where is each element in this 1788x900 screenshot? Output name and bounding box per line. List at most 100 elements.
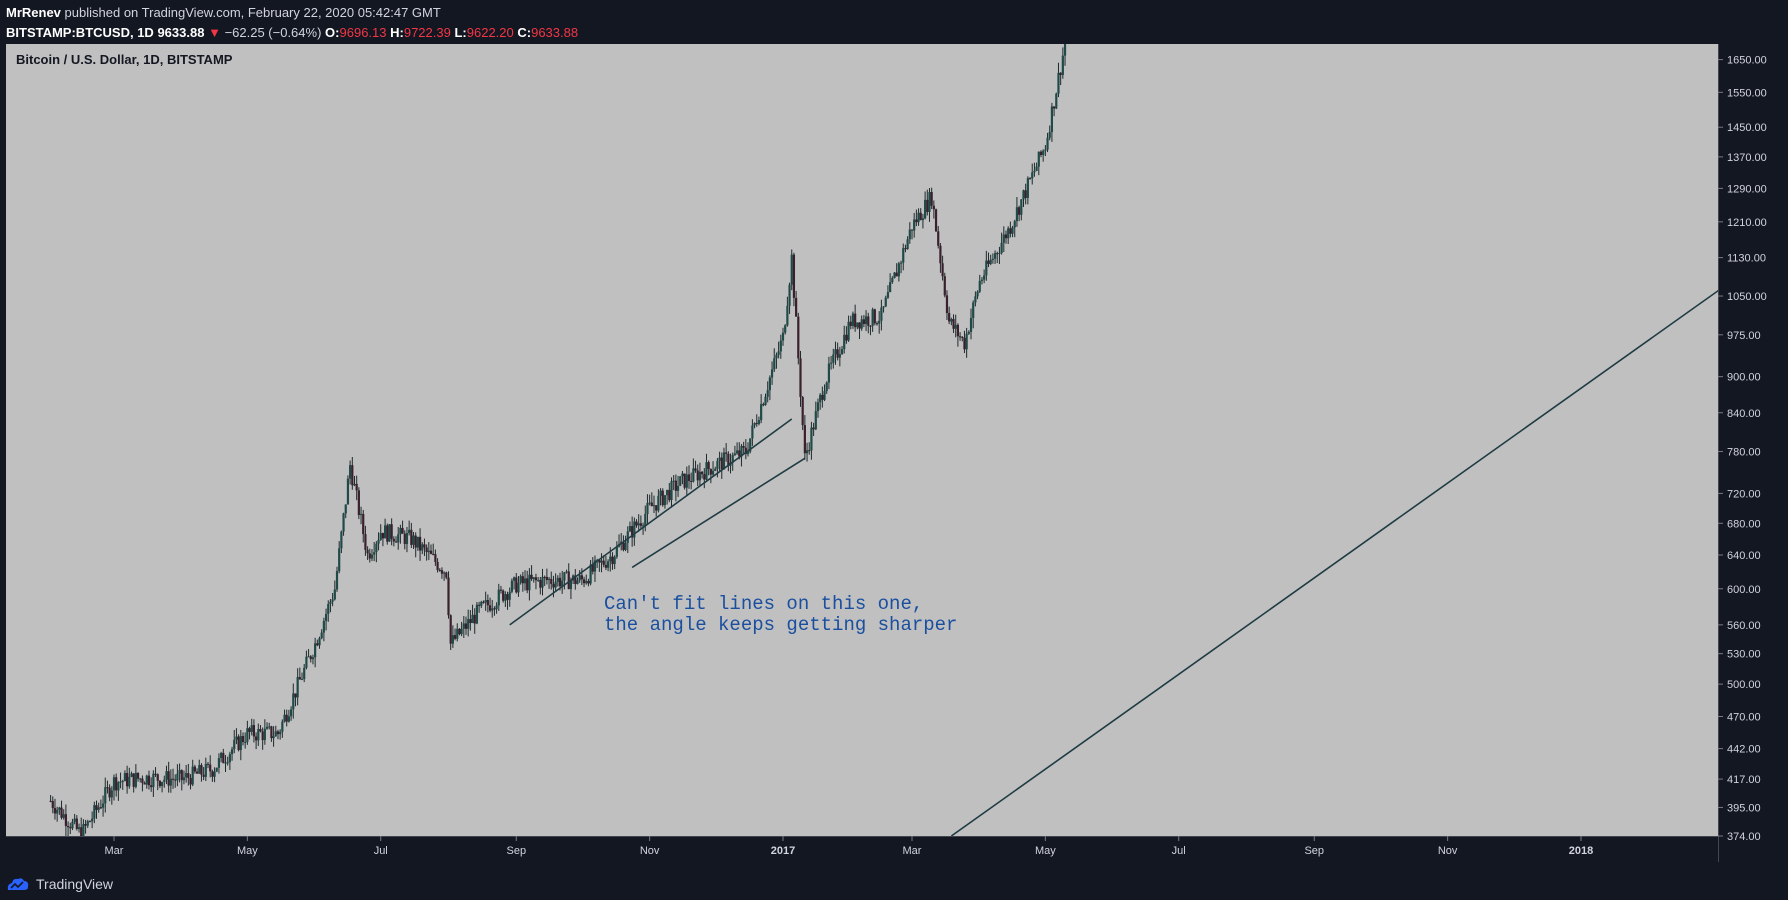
tradingview-logo-icon[interactable]: [6, 876, 30, 892]
candle-body: [443, 572, 446, 574]
candle-body: [453, 635, 457, 639]
candle-body: [674, 480, 677, 491]
candle-body: [460, 628, 463, 635]
candle-body: [998, 252, 1001, 254]
candle-body: [235, 736, 238, 740]
candle-body: [797, 316, 800, 359]
candle-body: [862, 319, 865, 324]
candle-body: [80, 827, 83, 836]
candle-body: [241, 736, 245, 743]
close-value: 9633.88: [531, 25, 579, 40]
trendline-group: [509, 289, 1718, 836]
candle-body: [108, 787, 111, 798]
candle-body: [405, 533, 409, 545]
candle-body: [882, 306, 885, 308]
candle-body: [139, 778, 142, 780]
candle-body: [569, 580, 573, 590]
candle-body: [703, 474, 706, 480]
candle-body: [488, 605, 492, 611]
candle-body: [670, 481, 673, 501]
candle-body: [493, 608, 496, 610]
candle-body: [307, 656, 310, 658]
candle-body: [456, 628, 459, 639]
candle-body: [412, 535, 415, 545]
candle-body: [720, 457, 723, 470]
candle-body: [322, 620, 325, 633]
candle-body: [101, 803, 105, 808]
candle-body: [967, 331, 970, 334]
time-tick-label: May: [237, 845, 258, 857]
candle-body: [178, 770, 181, 774]
candle-body: [854, 313, 857, 328]
time-axis[interactable]: [6, 836, 1718, 863]
candle-body: [537, 580, 540, 582]
candle-body: [958, 336, 962, 338]
candle-body: [873, 309, 876, 324]
candle-body: [51, 801, 54, 808]
candle-body: [471, 614, 474, 624]
candle-body: [502, 590, 505, 601]
candle-body: [816, 402, 820, 412]
candle-body: [311, 657, 315, 660]
candle-body: [447, 577, 450, 616]
candle-body: [637, 523, 640, 526]
candle-body: [1018, 207, 1021, 215]
candle-body: [814, 411, 817, 430]
candle-body: [1061, 55, 1064, 75]
price-tick-label: 680.00: [1727, 518, 1761, 530]
candle-body: [972, 302, 975, 318]
candle-body: [631, 526, 634, 538]
price-tick-label: 1050.00: [1727, 291, 1767, 303]
candle-body: [495, 605, 498, 610]
candle-body: [394, 541, 398, 543]
candle-body: [781, 332, 785, 341]
candle-body: [655, 505, 658, 511]
candle-body: [355, 483, 358, 491]
candle-body: [716, 460, 719, 469]
candle-body: [913, 219, 916, 231]
candle-body: [211, 771, 214, 777]
candle-body: [165, 771, 168, 780]
candle-body: [1055, 93, 1058, 109]
candle-body: [246, 728, 249, 742]
footer-brand[interactable]: TradingView: [36, 876, 114, 892]
candle-body: [281, 721, 284, 732]
candle-body: [285, 714, 288, 722]
candle-body: [134, 772, 137, 787]
price-tick-label: 900.00: [1727, 372, 1761, 384]
candle-body: [69, 827, 72, 829]
candle-body: [1037, 151, 1040, 167]
plot-area[interactable]: [6, 44, 1718, 836]
candle-body: [71, 821, 74, 829]
candle-body: [434, 554, 437, 562]
candle-body: [624, 542, 627, 550]
candle-body: [556, 577, 559, 582]
candle-body: [112, 777, 116, 791]
candle-body: [226, 762, 229, 764]
candle-body: [390, 524, 393, 539]
candle-body: [506, 594, 509, 600]
candle-body: [528, 574, 531, 591]
candle-body: [482, 601, 485, 603]
candle-body: [445, 572, 448, 578]
candle-body: [357, 490, 360, 516]
author-name[interactable]: MrRenev: [6, 5, 61, 20]
candle-body: [176, 773, 179, 781]
candle-body: [749, 438, 752, 452]
candle-body: [733, 453, 737, 455]
candle-body: [622, 541, 625, 550]
candle-body: [604, 564, 608, 568]
candle-body: [187, 773, 190, 778]
price-axis[interactable]: [1718, 44, 1783, 862]
candle-body: [1044, 149, 1047, 151]
candle-body: [436, 561, 439, 570]
candle-body: [204, 763, 207, 777]
candle-body: [788, 284, 791, 306]
candle-body: [904, 248, 907, 250]
candle-body: [217, 758, 221, 768]
candle-body: [836, 349, 839, 358]
candle-body: [867, 316, 870, 326]
candle-body: [370, 554, 374, 559]
candle-body: [598, 559, 601, 563]
candle-body: [66, 826, 70, 828]
